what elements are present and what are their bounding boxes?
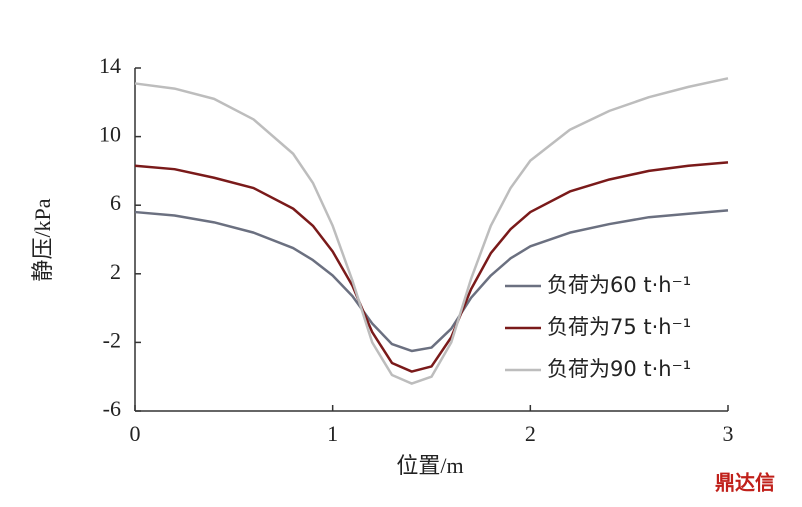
y-tick-label: 10 bbox=[99, 122, 121, 147]
legend-label: 负荷为90 t·h⁻¹ bbox=[547, 357, 691, 381]
x-tick-label: 0 bbox=[130, 421, 141, 446]
x-tick-label: 3 bbox=[723, 421, 734, 446]
x-tick-label: 1 bbox=[327, 421, 338, 446]
y-tick-label: 14 bbox=[99, 53, 121, 78]
legend-label: 负荷为75 t·h⁻¹ bbox=[547, 315, 691, 339]
y-axis-label: 静压/kPa bbox=[30, 198, 55, 281]
y-tick-label: -6 bbox=[103, 396, 121, 421]
x-axis-label: 位置/m bbox=[396, 453, 463, 478]
y-tick-label: 6 bbox=[110, 190, 121, 215]
y-tick-label: 2 bbox=[110, 259, 121, 284]
legend-label: 负荷为60 t·h⁻¹ bbox=[547, 273, 691, 297]
watermark: 鼎达信 bbox=[715, 471, 775, 495]
series-line bbox=[134, 209, 729, 353]
series-line bbox=[134, 161, 729, 373]
y-tick-label: -2 bbox=[103, 327, 121, 352]
x-tick-label: 2 bbox=[525, 421, 536, 446]
series-line bbox=[134, 77, 729, 385]
